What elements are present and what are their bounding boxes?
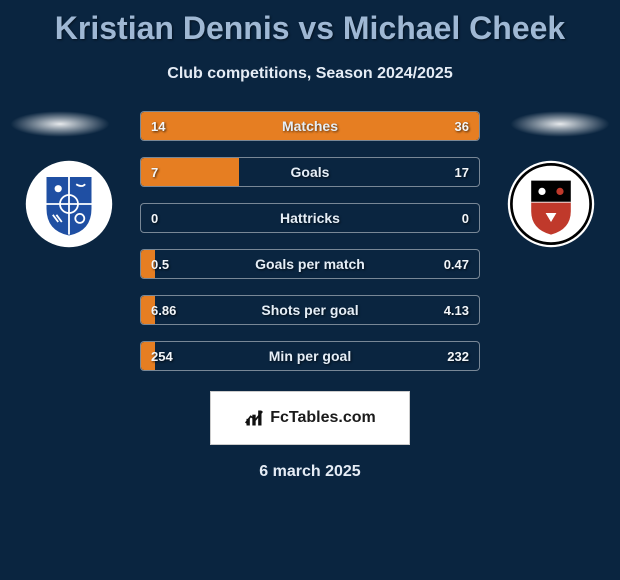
page-title: Kristian Dennis vs Michael Cheek — [0, 0, 620, 47]
stat-value-right: 0 — [462, 211, 469, 226]
stat-label: Min per goal — [269, 348, 351, 364]
stat-value-left: 254 — [151, 349, 173, 364]
stat-row: 254 232 Min per goal — [140, 341, 480, 371]
stat-value-left: 7 — [151, 165, 158, 180]
comparison-panel: 14 36 Matches 7 17 Goals 0 0 Hattricks 0.5 0.47 Goa… — [0, 111, 620, 481]
stat-value-right: 36 — [455, 119, 469, 134]
stat-rows: 14 36 Matches 7 17 Goals 0 0 Hattricks 0.5 0.47 Goa… — [140, 111, 480, 371]
stat-label: Goals — [291, 164, 330, 180]
stat-value-right: 0.47 — [444, 257, 469, 272]
stat-label: Shots per goal — [261, 302, 358, 318]
stat-row: 0 0 Hattricks — [140, 203, 480, 233]
stat-row: 6.86 4.13 Shots per goal — [140, 295, 480, 325]
stat-value-left: 0.5 — [151, 257, 169, 272]
brand-label: FcTables.com — [270, 409, 376, 427]
subtitle: Club competitions, Season 2024/2025 — [0, 65, 620, 83]
stat-label: Hattricks — [280, 210, 340, 226]
team-crest-right — [506, 159, 596, 249]
team-crest-left — [24, 159, 114, 249]
stat-value-right: 232 — [447, 349, 469, 364]
stat-row: 7 17 Goals — [140, 157, 480, 187]
chart-icon — [244, 408, 264, 428]
stat-label: Goals per match — [255, 256, 365, 272]
stat-value-left: 14 — [151, 119, 165, 134]
stat-value-left: 0 — [151, 211, 158, 226]
stat-label: Matches — [282, 118, 338, 134]
stat-value-right: 17 — [455, 165, 469, 180]
generated-date: 6 march 2025 — [0, 463, 620, 481]
bar-right — [236, 112, 479, 140]
stat-value-right: 4.13 — [444, 303, 469, 318]
stat-row: 14 36 Matches — [140, 111, 480, 141]
crest-shadow-right — [510, 111, 610, 137]
stat-value-left: 6.86 — [151, 303, 176, 318]
crest-shadow-left — [10, 111, 110, 137]
brand-box[interactable]: FcTables.com — [210, 391, 410, 445]
stat-row: 0.5 0.47 Goals per match — [140, 249, 480, 279]
